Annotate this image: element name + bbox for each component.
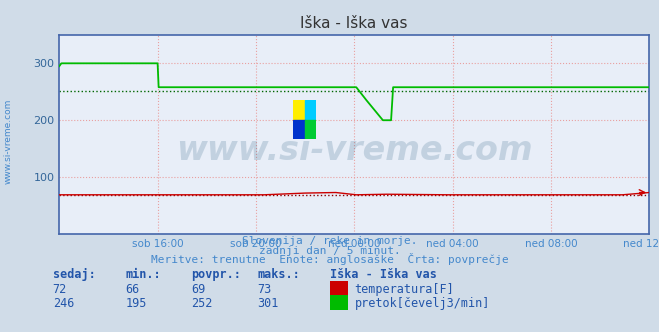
Text: 66: 66 (125, 283, 140, 296)
Text: www.si-vreme.com: www.si-vreme.com (3, 98, 13, 184)
Text: 301: 301 (257, 297, 278, 310)
Text: temperatura[F]: temperatura[F] (355, 283, 454, 296)
Text: 195: 195 (125, 297, 146, 310)
Text: zadnji dan / 5 minut.: zadnji dan / 5 minut. (258, 246, 401, 256)
Text: Iška - Iška vas: Iška - Iška vas (330, 268, 436, 281)
Bar (293, 120, 304, 139)
Text: povpr.:: povpr.: (191, 268, 241, 281)
Text: Slovenija / reke in morje.: Slovenija / reke in morje. (242, 236, 417, 246)
Text: 72: 72 (53, 283, 67, 296)
Text: 252: 252 (191, 297, 212, 310)
Text: Meritve: trenutne  Enote: anglosaške  Črta: povprečje: Meritve: trenutne Enote: anglosaške Črta… (151, 253, 508, 265)
Bar (304, 120, 316, 139)
Bar (304, 100, 316, 120)
Text: 73: 73 (257, 283, 272, 296)
Text: 69: 69 (191, 283, 206, 296)
Text: sedaj:: sedaj: (53, 268, 96, 281)
Text: maks.:: maks.: (257, 268, 300, 281)
Text: www.si-vreme.com: www.si-vreme.com (176, 134, 532, 167)
Title: Iška - Iška vas: Iška - Iška vas (301, 16, 408, 31)
Text: 246: 246 (53, 297, 74, 310)
Text: min.:: min.: (125, 268, 161, 281)
Text: pretok[čevelj3/min]: pretok[čevelj3/min] (355, 297, 490, 310)
Bar (293, 100, 304, 120)
